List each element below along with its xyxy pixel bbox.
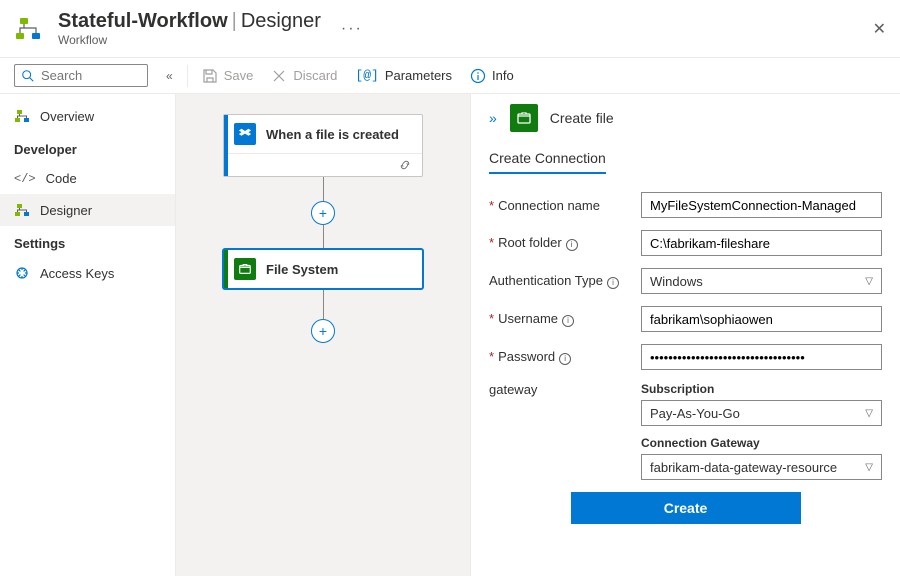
close-button[interactable]: ✕ (873, 19, 886, 39)
label-subscription: Subscription (641, 382, 882, 396)
page-header: Stateful-Workflow|Designer Workflow ··· … (0, 0, 900, 58)
sidebar-item-access-keys[interactable]: Access Keys (0, 257, 175, 289)
subscription-select[interactable]: Pay-As-You-Go▽ (641, 400, 882, 426)
info-icon[interactable]: i (607, 277, 619, 289)
action-node-filesystem[interactable]: File System (223, 249, 423, 289)
overview-icon (14, 108, 30, 124)
parameters-button[interactable]: [@] Parameters (355, 68, 452, 83)
link-icon (398, 158, 412, 172)
save-button[interactable]: Save (202, 68, 254, 84)
sidebar-item-label: Overview (40, 109, 94, 124)
label-gateway: gateway (489, 382, 629, 397)
node-accent (224, 115, 228, 176)
properties-panel: » Create file Create Connection *Connect… (470, 94, 900, 576)
toolbar: « Save Discard [@] Parameters Info (0, 58, 900, 94)
info-icon[interactable]: i (566, 239, 578, 251)
sidebar-item-overview[interactable]: Overview (0, 100, 175, 132)
code-icon: </> (14, 172, 36, 186)
page-subtitle: Workflow (58, 33, 321, 47)
sidebar: Overview Developer </> Code Designer Set… (0, 94, 176, 576)
add-step-button[interactable]: + (311, 319, 335, 343)
sidebar-heading-settings: Settings (0, 226, 175, 257)
search-input[interactable] (14, 64, 148, 87)
tab-create-connection[interactable]: Create Connection (489, 150, 606, 174)
label-root-folder: *Root folderi (489, 235, 629, 251)
info-icon (470, 68, 486, 84)
chevron-down-icon: ▽ (865, 408, 873, 419)
info-button[interactable]: Info (470, 68, 514, 84)
sidebar-item-designer[interactable]: Designer (0, 194, 175, 226)
page-title: Stateful-Workflow|Designer (58, 10, 321, 33)
label-auth-type: Authentication Typei (489, 273, 629, 289)
access-keys-icon (14, 265, 30, 281)
parameters-icon: [@] (355, 68, 378, 83)
designer-canvas[interactable]: When a file is created + File System + (176, 94, 470, 576)
filesystem-icon (234, 258, 256, 280)
auth-type-select[interactable]: Windows▽ (641, 268, 882, 294)
sidebar-item-label: Code (46, 171, 77, 186)
workflow-icon (14, 13, 46, 45)
root-folder-input[interactable] (641, 230, 882, 256)
divider (187, 65, 188, 87)
panel-filesystem-icon (510, 104, 538, 132)
connector-line (323, 177, 324, 201)
dropbox-icon (234, 123, 256, 145)
sidebar-item-label: Designer (40, 203, 92, 218)
discard-button[interactable]: Discard (271, 68, 337, 84)
chevron-down-icon: ▽ (865, 276, 873, 287)
password-input[interactable] (641, 344, 882, 370)
sidebar-heading-developer: Developer (0, 132, 175, 163)
more-button[interactable]: ··· (341, 20, 363, 38)
node-title: File System (266, 262, 338, 277)
designer-icon (14, 202, 30, 218)
sidebar-item-code[interactable]: </> Code (0, 163, 175, 194)
label-username: *Usernamei (489, 311, 629, 327)
info-icon[interactable]: i (559, 353, 571, 365)
create-button[interactable]: Create (571, 492, 801, 524)
label-password: *Passwordi (489, 349, 629, 365)
trigger-node[interactable]: When a file is created (223, 114, 423, 177)
connector-line (323, 225, 324, 249)
connection-gateway-select[interactable]: fabrikam-data-gateway-resource▽ (641, 454, 882, 480)
panel-collapse-button[interactable]: » (489, 110, 494, 126)
chevron-down-icon: ▽ (865, 462, 873, 473)
connector-line (323, 289, 324, 319)
node-accent (224, 250, 228, 288)
discard-icon (271, 68, 287, 84)
save-icon (202, 68, 218, 84)
panel-title: Create file (550, 110, 614, 126)
label-connection-gateway: Connection Gateway (641, 436, 882, 450)
connection-name-input[interactable] (641, 192, 882, 218)
collapse-sidebar-button[interactable]: « (166, 69, 173, 83)
info-icon[interactable]: i (562, 315, 574, 327)
search-field[interactable] (41, 68, 141, 83)
username-input[interactable] (641, 306, 882, 332)
add-step-button[interactable]: + (311, 201, 335, 225)
node-link-indicator (224, 153, 422, 176)
search-icon (21, 69, 35, 83)
sidebar-item-label: Access Keys (40, 266, 114, 281)
label-connection-name: *Connection name (489, 198, 629, 213)
node-title: When a file is created (266, 127, 399, 142)
